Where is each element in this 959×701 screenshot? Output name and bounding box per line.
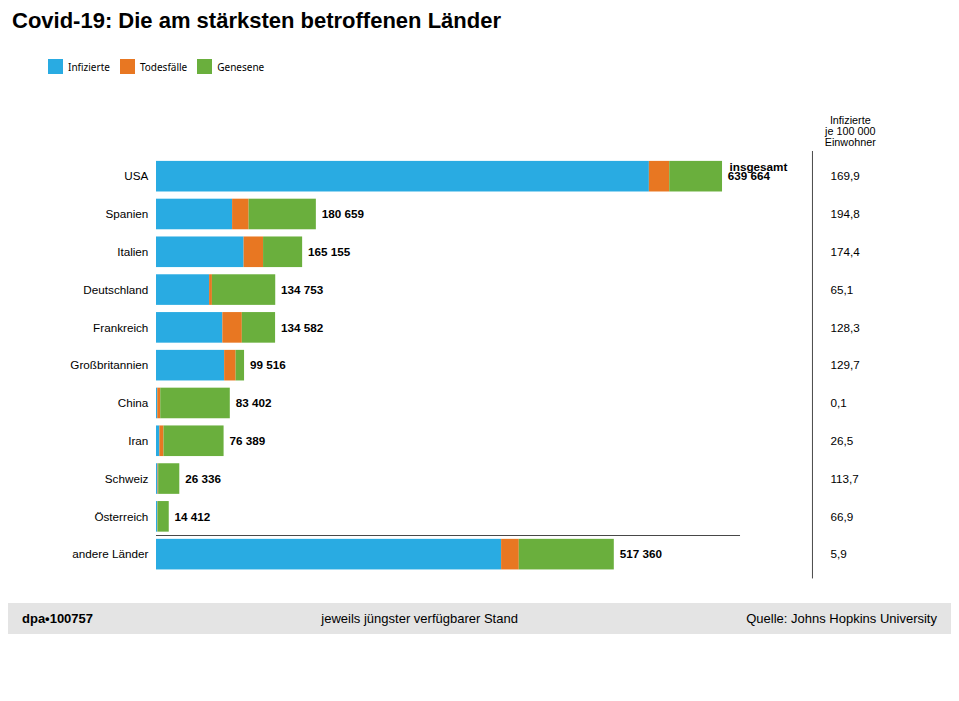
html-text:Infizierte: Infizierte <box>68 59 110 74</box>
svg-text:Spanien: Spanien <box>105 207 148 220</box>
svg-text:14 412: 14 412 <box>175 510 211 523</box>
svg-text:517 360: 517 360 <box>620 547 663 560</box>
svg-text:China: China <box>118 396 149 409</box>
svg-text:Iran: Iran <box>128 434 148 447</box>
html-text:Genesene: Genesene <box>217 59 265 74</box>
svg-text:113,7: 113,7 <box>830 472 858 485</box>
svg-text:Deutschland: Deutschland <box>83 283 148 296</box>
html-text:jeweils jüngster verfügbarer S: jeweils jüngster verfügbarer Stand <box>321 611 518 627</box>
svg-text:26 336: 26 336 <box>185 472 221 485</box>
html-text:dpa•100757: dpa•100757 <box>22 611 93 627</box>
svg-text:180 659: 180 659 <box>322 207 365 220</box>
svg-text:26,5: 26,5 <box>830 434 853 447</box>
svg-text:639 664: 639 664 <box>727 169 771 183</box>
svg-text:174,4: 174,4 <box>830 245 860 258</box>
html-text:Todesfälle: Todesfälle <box>139 59 188 74</box>
svg-text:65,1: 65,1 <box>830 283 853 296</box>
svg-text:83 402: 83 402 <box>236 396 272 409</box>
svg-text:134 753: 134 753 <box>281 283 324 296</box>
svg-text:99 516: 99 516 <box>250 358 286 371</box>
svg-text:Großbritannien: Großbritannien <box>70 358 148 371</box>
svg-text:insgesamt: insgesamt <box>730 160 788 173</box>
svg-text:5,9: 5,9 <box>830 547 846 560</box>
svg-text:194,8: 194,8 <box>830 207 859 220</box>
svg-text:0,1: 0,1 <box>830 396 846 409</box>
svg-text:134 582: 134 582 <box>281 321 324 334</box>
svg-text:andere Länder: andere Länder <box>72 547 148 560</box>
svg-text:165 155: 165 155 <box>308 245 351 258</box>
svg-text:76 389: 76 389 <box>229 434 265 447</box>
svg-text:Italien: Italien <box>117 245 148 258</box>
html-text:Covid-19: Die am stärksten bet: Covid-19: Die am stärksten betroffenen L… <box>12 8 501 33</box>
svg-text:66,9: 66,9 <box>830 510 853 523</box>
svg-text:USA: USA <box>124 169 148 182</box>
svg-text:Österreich: Österreich <box>94 510 148 523</box>
svg-text:Frankreich: Frankreich <box>93 321 148 334</box>
svg-text:128,3: 128,3 <box>830 321 859 334</box>
svg-text:Schweiz: Schweiz <box>105 472 149 485</box>
svg-text:129,7: 129,7 <box>830 358 859 371</box>
svg-text:169,9: 169,9 <box>830 169 859 182</box>
svg-text:Infizierteje 100 000Einwohner: Infizierteje 100 000Einwohner <box>824 114 876 148</box>
html-text:Quelle: Johns Hopkins Universi: Quelle: Johns Hopkins University <box>746 611 937 627</box>
